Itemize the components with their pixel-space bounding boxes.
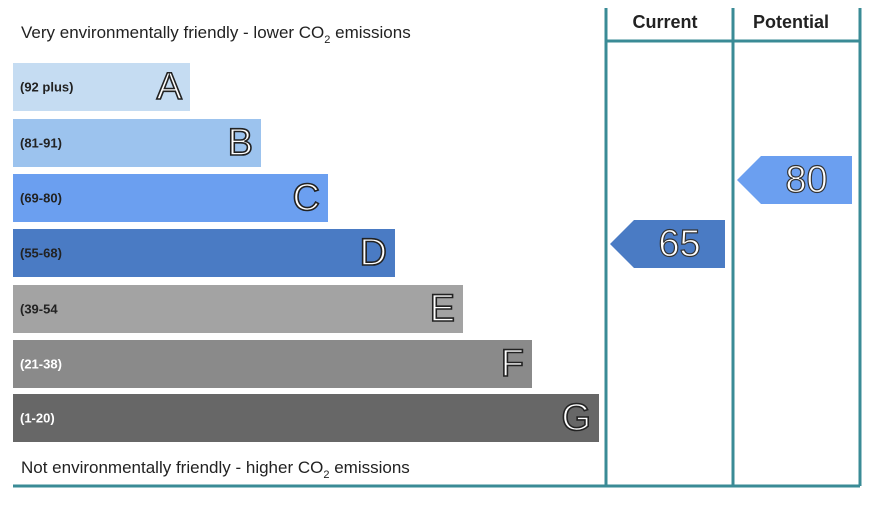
band-letter: E [430, 288, 455, 330]
band-letter: C [293, 177, 320, 219]
top-label-sub: 2 [324, 34, 330, 46]
band-range: (69-80) [20, 190, 62, 205]
band [13, 285, 463, 333]
band [13, 174, 328, 222]
band [13, 340, 532, 388]
bottom-label-text: Not environmentally friendly - higher CO [21, 458, 323, 477]
column-header: Current [632, 12, 697, 32]
top-label-text: Very environmentally friendly - lower CO [21, 23, 324, 42]
top-label: Very environmentally friendly - lower CO… [21, 23, 411, 45]
band-letter: F [501, 343, 524, 385]
band-range: (21-38) [20, 356, 62, 371]
band-letter: G [561, 397, 591, 439]
band [13, 394, 599, 442]
bottom-label-after: emissions [329, 458, 409, 477]
rating-value: 80 [785, 159, 827, 201]
band-letter: D [360, 232, 387, 274]
rating-arrow [610, 220, 725, 268]
band-range: (39-54 [20, 301, 58, 316]
band-range: (92 plus) [20, 79, 73, 94]
band-range: (55-68) [20, 245, 62, 260]
band-range: (1-20) [20, 410, 55, 425]
band-letter: B [228, 122, 253, 164]
band [13, 229, 395, 277]
band-letter: A [157, 66, 183, 108]
top-label-after: emissions [330, 23, 410, 42]
rating-arrow [737, 156, 852, 204]
bottom-label: Not environmentally friendly - higher CO… [21, 458, 410, 480]
band [13, 119, 261, 167]
column-header: Potential [753, 12, 829, 32]
bottom-label-sub: 2 [323, 469, 329, 481]
rating-value: 65 [658, 223, 700, 265]
band [13, 63, 190, 111]
band-range: (81-91) [20, 135, 62, 150]
